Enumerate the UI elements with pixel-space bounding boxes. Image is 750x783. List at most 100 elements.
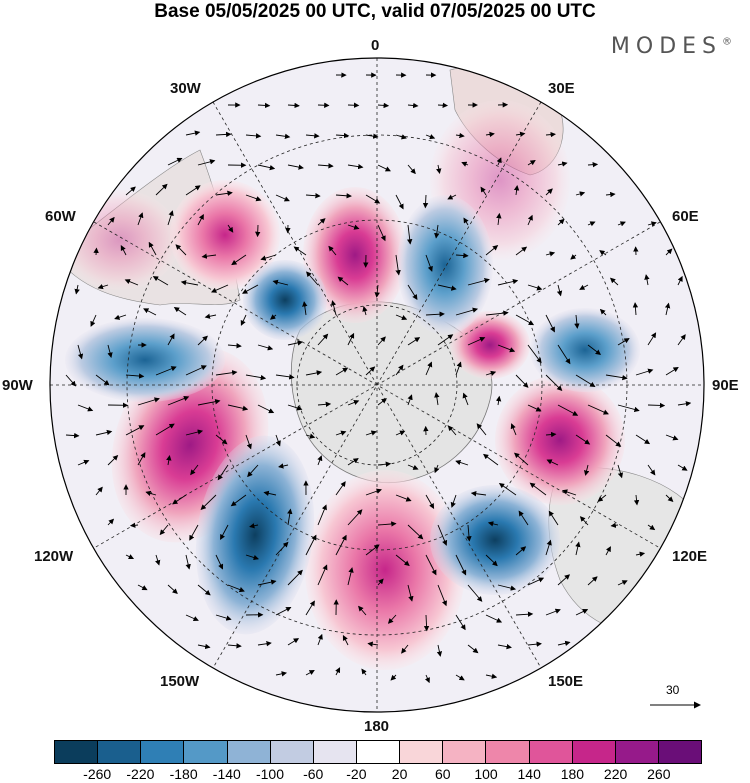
wind-vector-arrow xyxy=(124,279,139,286)
lon-label-120w: 120W xyxy=(34,548,74,565)
wind-vector-arrow xyxy=(557,574,571,586)
wind-vector-arrow xyxy=(305,133,320,139)
wind-vector-arrow xyxy=(407,337,421,346)
wind-vector-arrow xyxy=(302,301,308,316)
anomaly-neg xyxy=(430,485,560,595)
wind-vector-arrow xyxy=(227,584,245,593)
wind-vector-arrow xyxy=(455,674,465,681)
wind-vector-arrow xyxy=(377,164,391,172)
wind-vector-arrow xyxy=(335,193,352,199)
wind-vector-arrow xyxy=(677,464,688,471)
wind-vector-arrow xyxy=(467,336,486,346)
wind-vector-arrow xyxy=(137,584,148,591)
colorbar-swatch xyxy=(400,741,444,763)
wind-vector-arrow xyxy=(275,434,281,447)
wind-vector-arrow xyxy=(395,554,410,567)
wind-vector-arrow xyxy=(635,368,654,376)
map-title: Base 05/05/2025 00 UTC, valid 07/05/2025… xyxy=(154,1,596,22)
colorbar-tick-label: -180 xyxy=(169,766,198,782)
wind-vector-arrow xyxy=(575,374,596,388)
colorbar-tick-label: 20 xyxy=(391,766,408,782)
wind-vector-arrow xyxy=(434,224,440,239)
wind-vector-arrow xyxy=(287,569,303,586)
colorbar-tick-label: -100 xyxy=(255,766,285,782)
wind-vector-arrow xyxy=(201,253,217,259)
wind-vector-arrow xyxy=(665,366,679,376)
wind-vector-arrow xyxy=(587,404,609,415)
wind-vector-arrow xyxy=(617,580,628,586)
wind-vector-arrow xyxy=(125,425,145,436)
wind-vector-arrow xyxy=(665,248,673,256)
wind-vector-arrow xyxy=(545,374,563,392)
field-layer xyxy=(50,58,704,712)
wind-vector-arrow xyxy=(450,494,457,508)
wind-vector-arrow xyxy=(425,361,433,376)
wind-vector-arrow xyxy=(599,250,607,256)
wind-vector-arrow xyxy=(197,643,211,650)
wind-vector-arrow xyxy=(347,399,360,406)
wind-vector-arrow xyxy=(665,434,679,441)
wind-vector-arrow xyxy=(65,432,80,439)
anomaly-pos xyxy=(60,190,180,290)
wind-vector-arrow xyxy=(495,395,502,406)
wind-vector-arrow xyxy=(305,600,315,616)
wind-vector-arrow xyxy=(632,302,639,316)
wind-vector-arrow xyxy=(575,434,591,445)
wind-vector-arrow xyxy=(125,554,135,559)
wind-vector-arrow xyxy=(335,367,349,376)
wind-vector-arrow xyxy=(407,394,413,406)
wind-vector-arrow xyxy=(159,524,169,536)
wind-vector-arrow xyxy=(587,161,599,168)
wind-vector-arrow xyxy=(677,334,686,346)
lon-label-60w: 60W xyxy=(45,208,76,225)
wind-vector-arrow xyxy=(377,398,387,406)
wind-vector-arrow xyxy=(335,132,350,139)
polar-map xyxy=(49,57,705,713)
wind-vector-arrow xyxy=(215,554,224,570)
wind-vector-arrow xyxy=(677,401,692,407)
wind-vector-arrow xyxy=(557,218,565,226)
wind-vector-arrow xyxy=(545,251,556,257)
wind-vector-arrow xyxy=(231,254,247,266)
wind-vector-arrow xyxy=(305,670,315,676)
modes-logo: MODES® xyxy=(611,34,732,59)
wind-vector-arrow xyxy=(575,191,586,197)
wind-vectors xyxy=(65,72,692,684)
colorbar-tick-label: 220 xyxy=(603,766,628,782)
wind-vector-arrow xyxy=(173,307,187,316)
wind-vector-arrow xyxy=(257,404,275,414)
wind-vector-arrow xyxy=(513,185,520,196)
wind-vector-arrow xyxy=(390,674,397,681)
colorbar-ticks: -260 -220 -180 -140 -100 -60 -20 20 60 100 140 180 2… xyxy=(0,766,750,783)
anomaly-pos xyxy=(450,311,530,379)
wind-vector-arrow xyxy=(437,102,449,108)
wind-vector-arrow xyxy=(377,224,386,242)
wind-vector-arrow xyxy=(510,423,517,436)
wind-vector-arrow xyxy=(155,183,168,196)
reference-vector: 30 xyxy=(650,683,704,713)
wind-vector-arrow xyxy=(337,276,349,286)
wind-vector-arrow xyxy=(407,102,419,109)
wind-vector-arrow xyxy=(77,404,94,412)
anomaly-pos xyxy=(170,180,280,290)
wind-vector-arrow xyxy=(185,554,191,570)
wind-vector-arrow xyxy=(485,310,509,316)
wind-vector-arrow xyxy=(152,276,169,286)
wind-vector-arrow xyxy=(423,614,430,632)
wind-vector-arrow xyxy=(358,605,367,616)
wind-vector-arrow xyxy=(107,216,115,226)
colorbar xyxy=(54,740,702,764)
wind-vector-arrow xyxy=(215,190,233,197)
wind-vector-arrow xyxy=(395,494,412,502)
wind-vector-arrow xyxy=(227,643,242,649)
colorbar-tick-label: 100 xyxy=(474,766,498,782)
wind-vector-arrow xyxy=(275,541,289,556)
wind-vector-arrow xyxy=(579,516,589,526)
wind-vector-arrow xyxy=(287,508,293,526)
wind-vector-arrow xyxy=(455,307,479,316)
wind-vector-arrow xyxy=(395,314,408,321)
wind-vector-arrow xyxy=(462,392,469,406)
lon-label-30w: 30W xyxy=(170,80,201,97)
wind-vector-arrow xyxy=(515,374,529,388)
wind-vector-arrow xyxy=(425,311,445,317)
